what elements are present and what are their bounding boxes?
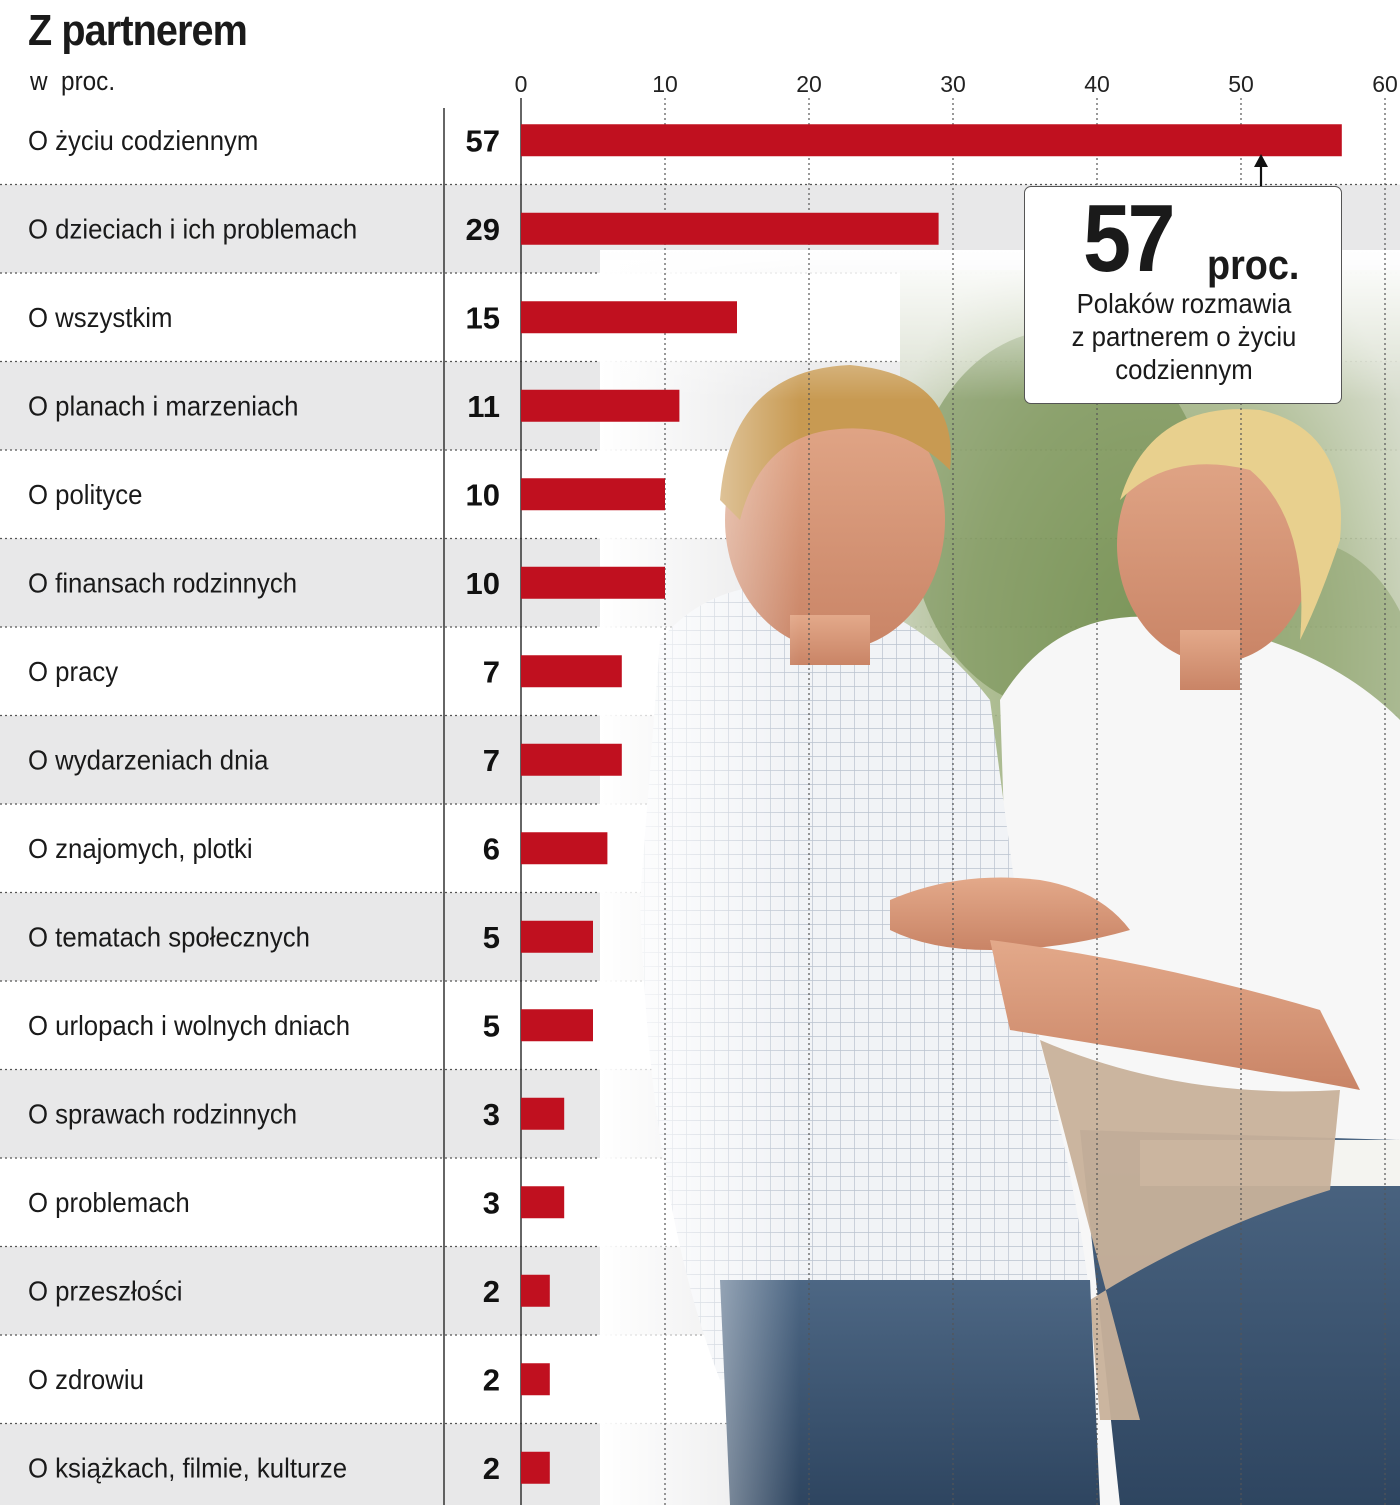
bar xyxy=(521,1097,565,1130)
category-labels: O życiu codziennym O dzieciach i ich prob… xyxy=(28,125,357,1484)
x-axis-ticks: 0 10 20 30 40 50 60 xyxy=(515,71,1398,97)
value-label: 57 xyxy=(466,123,500,158)
value-label: 7 xyxy=(483,743,500,778)
bar xyxy=(521,920,593,953)
tick-label: 0 xyxy=(515,71,528,97)
bar xyxy=(521,655,622,688)
bar xyxy=(521,1274,550,1307)
bar xyxy=(521,124,1342,157)
callout-arrow xyxy=(1254,154,1268,186)
value-label: 10 xyxy=(466,566,500,601)
category-label: O wszystkim xyxy=(28,302,172,333)
value-label: 7 xyxy=(483,654,500,689)
chart-subtitle: w proc. xyxy=(30,66,116,96)
category-label: O tematach społecznych xyxy=(28,922,310,953)
value-label: 5 xyxy=(483,1008,500,1043)
chart-title: Z partnerem xyxy=(28,6,248,55)
bar xyxy=(521,301,737,334)
bar xyxy=(521,1363,550,1396)
bar xyxy=(521,743,622,776)
bar xyxy=(521,1451,550,1484)
category-label: O dzieciach i ich problemach xyxy=(28,214,357,245)
bars xyxy=(521,124,1342,1484)
category-label: O sprawach rodzinnych xyxy=(28,1099,297,1130)
category-label: O wydarzeniach dnia xyxy=(28,745,268,776)
callout-box: 57 proc. Polaków rozmawia z partnerem o … xyxy=(1024,186,1342,404)
bar xyxy=(521,212,939,245)
callout-value: 57 xyxy=(1083,185,1175,292)
value-label: 2 xyxy=(483,1274,500,1309)
callout-line: Polaków rozmawia xyxy=(1076,288,1292,319)
category-label: O problemach xyxy=(28,1187,190,1218)
value-label: 3 xyxy=(483,1185,500,1220)
callout-unit: proc. xyxy=(1207,241,1300,288)
category-label: O polityce xyxy=(28,479,142,510)
category-label: O zdrowiu xyxy=(28,1364,144,1395)
bar xyxy=(521,389,680,422)
value-label: 5 xyxy=(483,920,500,955)
value-label: 15 xyxy=(466,300,500,335)
tick-label: 60 xyxy=(1372,71,1398,97)
tick-label: 30 xyxy=(940,71,966,97)
bar xyxy=(521,832,608,865)
category-label: O przeszłości xyxy=(28,1276,183,1307)
category-label: O pracy xyxy=(28,656,119,687)
tick-label: 20 xyxy=(796,71,822,97)
bar xyxy=(521,1186,565,1219)
callout-line: z partnerem o życiu xyxy=(1071,321,1297,352)
tick-label: 50 xyxy=(1228,71,1254,97)
value-label: 10 xyxy=(466,477,500,512)
bar xyxy=(521,478,665,511)
value-label: 11 xyxy=(467,389,500,424)
tick-label: 40 xyxy=(1084,71,1110,97)
value-labels: 57 29 15 11 10 10 7 7 6 5 5 3 3 2 2 2 xyxy=(466,123,500,1486)
category-label: O książkach, filmie, kulturze xyxy=(28,1453,347,1484)
value-label: 6 xyxy=(483,831,500,866)
callout-text: Polaków rozmawia z partnerem o życiu cod… xyxy=(1038,287,1331,386)
value-label: 29 xyxy=(466,212,500,247)
value-label: 2 xyxy=(483,1451,500,1486)
category-label: O urlopach i wolnych dniach xyxy=(28,1010,350,1041)
bar xyxy=(521,1009,593,1042)
category-label: O życiu codziennym xyxy=(28,125,258,156)
value-label: 3 xyxy=(483,1097,500,1132)
category-label: O znajomych, plotki xyxy=(28,833,253,864)
bar xyxy=(521,566,665,599)
value-label: 2 xyxy=(483,1362,500,1397)
callout-line: codziennym xyxy=(1115,354,1253,385)
couple-photo xyxy=(600,250,1400,1505)
category-label: O finansach rodzinnych xyxy=(28,568,297,599)
category-label: O planach i marzeniach xyxy=(28,391,298,422)
tick-label: 10 xyxy=(652,71,678,97)
